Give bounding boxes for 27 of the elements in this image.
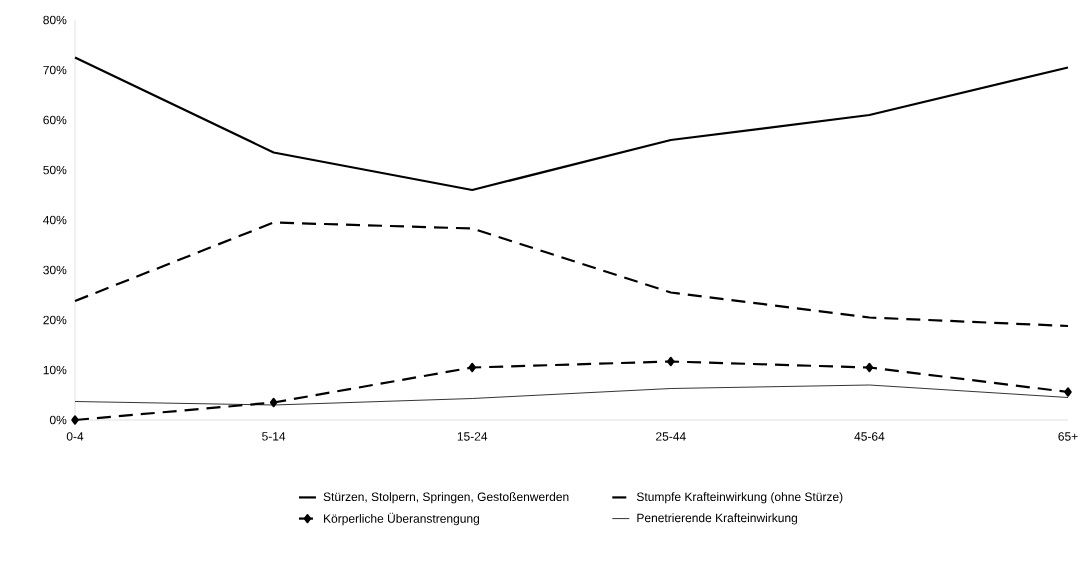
y-tick-label: 80% (43, 15, 67, 25)
point (667, 356, 675, 367)
point (1064, 387, 1072, 397)
y-tick-label: 70% (43, 65, 67, 75)
y-tick-label: 0% (49, 415, 67, 425)
line-series (73, 221, 1070, 328)
x-tick-label: 5-14 (262, 432, 286, 441)
x-tick-label: 65+ (1058, 432, 1078, 441)
legend-label: Körperliche Überanstrengung (324, 512, 480, 526)
legend-label: Stürzen, Stolpern, Springen, Gestoßenwerden (323, 492, 569, 504)
y-tick-label: 40% (43, 215, 67, 225)
legend-label: Penetrierende Krafteinwirkung (637, 513, 798, 525)
x-tick-label: 25-44 (656, 432, 686, 441)
x-tick-label: 45-64 (854, 432, 885, 441)
point (468, 362, 476, 373)
point (71, 415, 79, 425)
line-series (73, 56, 1070, 192)
y-tick-label: 20% (43, 315, 67, 325)
x-tick-label: 15-24 (457, 432, 488, 441)
legend-label: Stumpfe Krafteinwirkung (ohne Stürze) (636, 492, 843, 504)
point (865, 362, 874, 373)
y-tick-label: 60% (43, 115, 67, 125)
y-tick-label: 30% (43, 265, 67, 275)
y-tick-label: 50% (43, 165, 67, 175)
y-tick-label: 10% (43, 365, 67, 375)
point (269, 397, 278, 408)
x-tick-label: 0-4 (66, 432, 84, 441)
